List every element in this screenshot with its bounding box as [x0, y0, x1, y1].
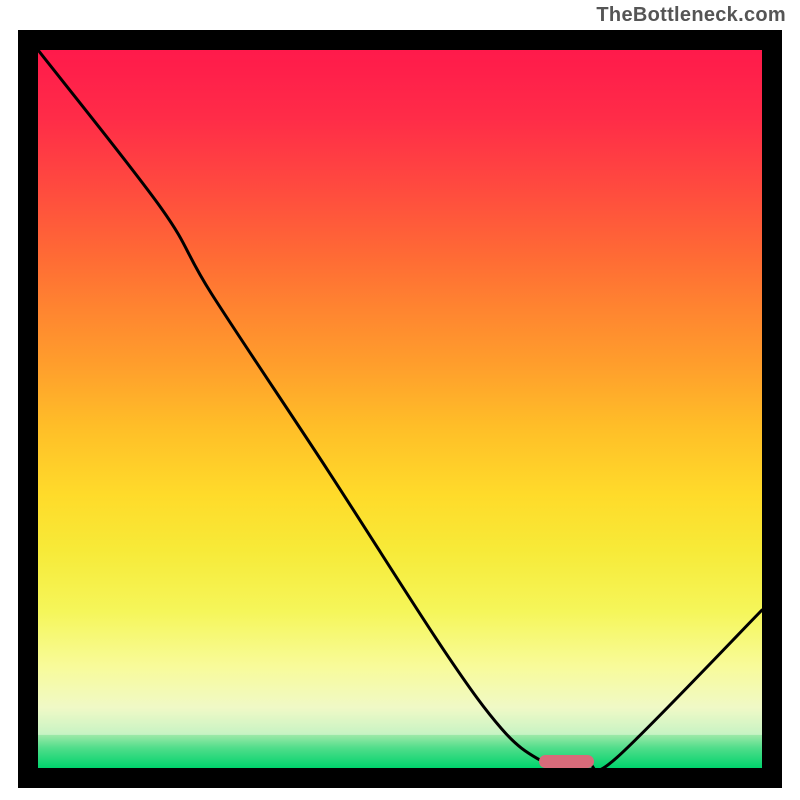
- watermark-text: TheBottleneck.com: [596, 4, 786, 27]
- chart-container: TheBottleneck.com: [0, 0, 800, 800]
- bottleneck-curve: [38, 50, 762, 768]
- optimum-marker: [539, 755, 593, 768]
- curve-layer: [38, 50, 762, 768]
- plot-frame: [18, 30, 782, 788]
- plot-area: [38, 50, 762, 768]
